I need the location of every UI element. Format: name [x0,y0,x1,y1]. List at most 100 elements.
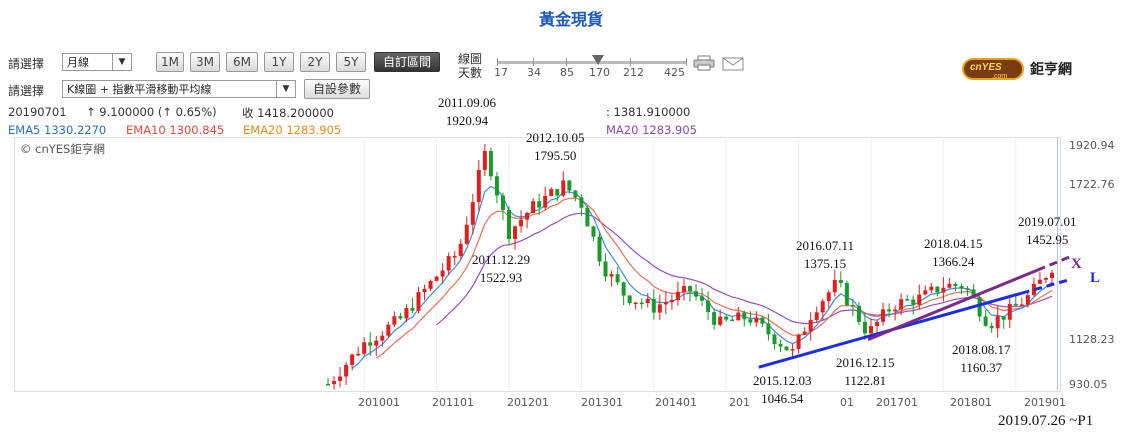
x-tick: 201 [729,396,750,409]
candle-body [881,309,886,322]
candle-body [718,316,723,325]
range-2y-button[interactable]: 2Y [300,52,330,72]
y-tick: 1920.94 [1069,139,1115,152]
candle-body [814,312,819,321]
candle-body [1050,272,1054,278]
candle-body [688,286,692,292]
chart-title: 黃金現貨 [538,10,603,29]
candle-body [675,291,680,300]
trendline-x [867,268,1039,341]
candle-body [609,274,614,277]
candle-body [410,308,415,311]
candle-body [995,316,1000,329]
candle-body [470,202,475,225]
candle-body [989,325,994,329]
candle-body [368,342,373,346]
indicator-select[interactable]: K線圖 + 指數平滑移動平均線 ▼ [62,80,296,98]
mail-icon[interactable] [722,57,744,71]
candle-body [573,190,578,198]
period-select-value: 月線 [67,56,89,69]
candle-body [422,288,427,293]
slider-tick: 85 [560,66,574,79]
candle-body [700,296,705,301]
candle-body [790,349,795,351]
x-tick: 201701 [876,396,918,409]
slider-tick: 425 [664,66,685,79]
candle-body [1007,303,1012,320]
candle-body [953,283,958,287]
candle-body [338,376,343,381]
period-label: 請選擇 [8,57,45,71]
days-slider-handle[interactable] [592,55,604,65]
candle-body [748,319,753,323]
candle-body [561,180,566,196]
x-tick: 01 [840,396,854,409]
candle-body [905,299,910,301]
candle-body [923,290,928,295]
candle-body [1037,279,1042,284]
candle-body [899,299,904,310]
y-tick: 930.05 [1069,378,1108,391]
candle-body [404,308,409,319]
range-1y-button[interactable]: 1Y [264,52,294,72]
candle-body [1019,304,1024,306]
candle-body [428,280,433,289]
candle-body [555,189,560,196]
candle-body [959,286,964,289]
range-1m-button[interactable]: 1M [156,52,184,72]
info-close: 收 1418.200000 [242,106,334,120]
x-tick: 201201 [507,396,549,409]
candle-body [392,316,397,325]
printer-icon[interactable] [693,55,715,71]
candle-body [724,316,729,320]
trendline-x-dashed [1036,255,1071,272]
candle-body [754,317,759,323]
info-low: : 1381.910000 [606,105,691,119]
candle-body [977,297,982,317]
candle-body [712,312,717,325]
candle-body [971,289,976,298]
candle-body [543,195,548,208]
candle-body [742,312,747,320]
candle-body [657,304,662,313]
x-tick: 201801 [950,396,992,409]
indicator-label: 請選擇 [8,84,45,98]
candle-body [875,321,880,326]
slider-tick: 170 [589,66,610,79]
candle-body [802,331,807,335]
range-3m-button[interactable]: 3M [190,52,220,72]
annotation-2019-07: 2019.07.01 1452.95 [1018,214,1077,247]
trendline-l-label: L [1090,270,1101,286]
candle-body [615,274,620,283]
candle-body [332,380,337,385]
annotation-2018-04: 2018.04.15 1366.24 [924,236,983,269]
legend-ema10: EMA10 1300.845 [126,123,225,137]
candle-body [350,354,355,365]
candle-body [639,302,644,304]
candle-body [862,321,867,334]
info-date: 20190701 [8,105,67,119]
trendline-x-label: X [1071,256,1082,272]
candle-body [500,195,505,210]
candle-body [844,282,849,306]
candle-body [549,189,554,196]
candle-body [917,294,922,305]
annotation-2015-12: 2015.12.03 1046.54 [753,373,812,406]
candle-body [681,286,686,292]
period-select[interactable]: 月線 ▼ [62,53,132,71]
candle-body [826,292,831,302]
range-5y-button[interactable]: 5Y [336,52,366,72]
candle-body [374,340,379,346]
x-tick: 201301 [581,396,623,409]
range-6m-button[interactable]: 6M [226,52,258,72]
candle-body [488,151,493,177]
days-label: 天數 [458,66,483,80]
custom-params-button[interactable]: 自設參數 [304,79,370,99]
candle-body [440,270,445,277]
range-custom-button[interactable]: 自訂區間 [374,52,440,72]
candle-body [838,279,843,283]
candle-body [452,255,457,258]
legend-ema20: EMA20 1283.905 [243,123,342,137]
candle-body [627,295,632,304]
